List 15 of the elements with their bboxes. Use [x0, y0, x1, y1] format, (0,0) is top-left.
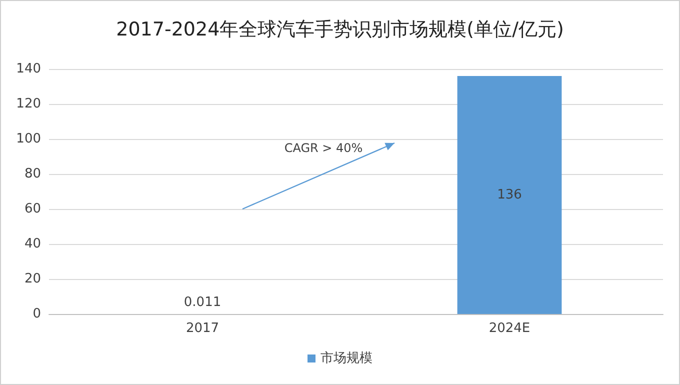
data-label: 0.011	[184, 294, 222, 310]
y-tick-label: 20	[24, 272, 41, 286]
y-tick-label: 100	[16, 132, 41, 146]
x-tick-label: 2017	[186, 321, 220, 336]
chart-title: 2017-2024年全球汽车手势识别市场规模(单位/亿元)	[116, 18, 564, 40]
y-tick-label: 120	[16, 96, 41, 112]
legend-label: 市场规模	[320, 351, 372, 366]
y-tick-label: 140	[16, 62, 41, 76]
y-tick-label: 80	[24, 166, 41, 182]
y-tick-label: 0	[32, 306, 41, 322]
x-tick-label: 2024E	[488, 321, 530, 336]
y-tick-label: 40	[24, 236, 41, 252]
annotation: CAGR > 40%	[284, 141, 363, 155]
data-label: 136	[497, 188, 522, 202]
y-tick-label: 60	[24, 202, 41, 216]
